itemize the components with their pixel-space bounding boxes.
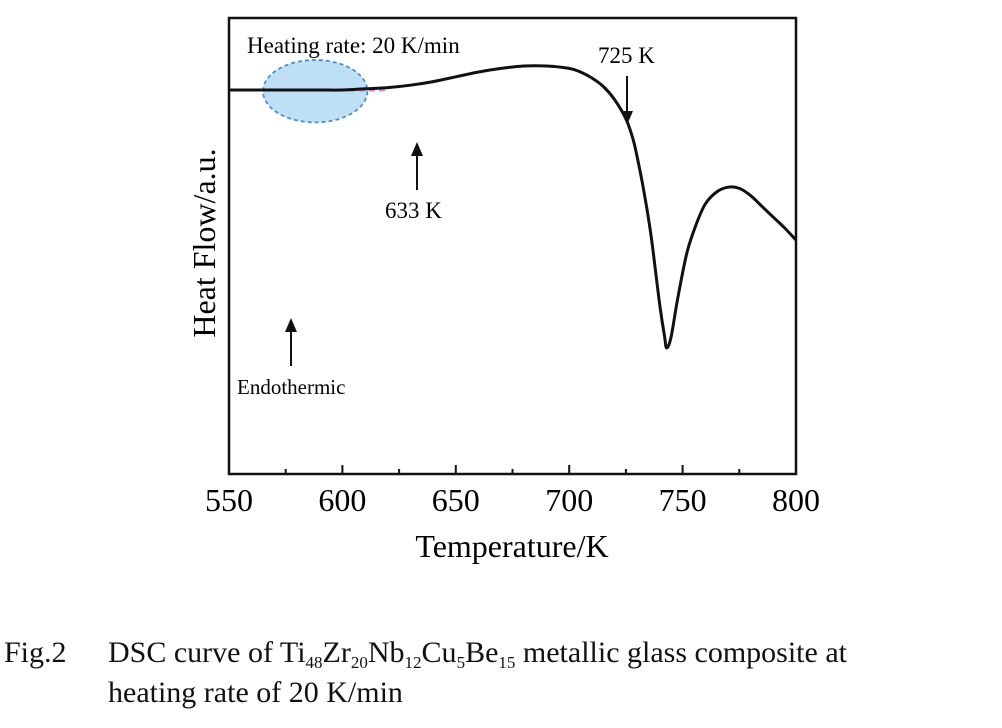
- sub-cu: 5: [456, 653, 466, 672]
- arrow-725-down: [621, 76, 633, 125]
- sub-nb: 12: [404, 653, 422, 672]
- dsc-curve: [229, 64, 798, 350]
- caption-prefix: DSC curve of Ti: [108, 636, 306, 669]
- x-axis-label: Temperature/K: [415, 528, 608, 564]
- sub-zr: 20: [350, 653, 368, 672]
- caption-line-1: DSC curve of Ti48Zr20Nb12Cu5Be15 metalli…: [108, 633, 847, 673]
- onset-633-label: 633 K: [385, 198, 442, 223]
- x-tick-label: 700: [545, 482, 593, 518]
- y-axis-label: Heat Flow/a.u.: [186, 148, 222, 337]
- element-nb: Nb: [367, 636, 405, 669]
- caption-label: Fig.2: [4, 636, 67, 669]
- arrow-endothermic-up: [285, 318, 297, 366]
- x-tick-label: 650: [432, 482, 480, 518]
- heating-rate-annotation: Heating rate: 20 K/min: [247, 33, 460, 58]
- caption-line-2: heating rate of 20 K/min: [108, 676, 403, 709]
- dsc-chart: 550 600 650 700 750 800 Heating rate: 20 K/mi…: [186, 16, 820, 564]
- x-tick-label: 550: [205, 482, 253, 518]
- caption-suffix: metallic glass composite at: [515, 636, 847, 669]
- sub-ti: 48: [305, 653, 323, 672]
- endothermic-label: Endothermic: [237, 375, 345, 399]
- element-zr: Zr: [322, 636, 351, 669]
- element-cu: Cu: [421, 636, 457, 669]
- sub-be: 15: [498, 653, 516, 672]
- peak-725-label: 725 K: [598, 43, 655, 68]
- x-tick-label: 750: [659, 482, 707, 518]
- x-tick-label: 800: [772, 482, 820, 518]
- element-be: Be: [465, 636, 499, 669]
- arrow-633-up: [411, 142, 423, 190]
- x-tick-label: 600: [318, 482, 366, 518]
